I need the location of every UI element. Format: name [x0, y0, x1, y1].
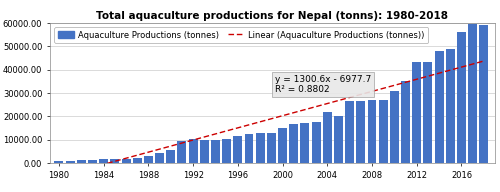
Bar [110, 159, 120, 163]
Bar [290, 124, 298, 163]
Bar [155, 153, 164, 163]
Bar [222, 139, 231, 163]
Bar [88, 160, 97, 163]
Bar [312, 122, 320, 163]
Bar [234, 136, 242, 163]
Bar [468, 24, 477, 163]
Bar [368, 100, 376, 163]
Bar [244, 134, 254, 163]
Bar [188, 139, 198, 163]
Bar [211, 140, 220, 163]
Bar [412, 62, 421, 163]
Bar [390, 91, 399, 163]
Bar [356, 101, 366, 163]
Bar [446, 49, 454, 163]
Title: Total aquaculture productions for Nepal (tonns): 1980-2018: Total aquaculture productions for Nepal … [96, 11, 448, 21]
Bar [77, 160, 86, 163]
Bar [300, 123, 310, 163]
Bar [278, 128, 287, 163]
Bar [424, 62, 432, 163]
Bar [378, 100, 388, 163]
Bar [166, 150, 175, 163]
Bar [178, 141, 186, 163]
Bar [267, 133, 276, 163]
Bar [200, 140, 209, 163]
Bar [256, 133, 264, 163]
Bar [99, 159, 108, 163]
Bar [434, 51, 444, 163]
Bar [401, 81, 410, 163]
Bar [144, 156, 153, 163]
Bar [457, 32, 466, 163]
Bar [66, 161, 74, 163]
Bar [334, 116, 343, 163]
Bar [345, 101, 354, 163]
Bar [323, 112, 332, 163]
Text: y = 1300.6x - 6977.7
R² = 0.8802: y = 1300.6x - 6977.7 R² = 0.8802 [274, 75, 371, 94]
Bar [54, 161, 64, 163]
Bar [480, 25, 488, 163]
Bar [132, 158, 141, 163]
Legend: Aquaculture Productions (tonnes), Linear (Aquaculture Productions (tonnes)): Aquaculture Productions (tonnes), Linear… [54, 27, 428, 43]
Bar [122, 159, 130, 163]
